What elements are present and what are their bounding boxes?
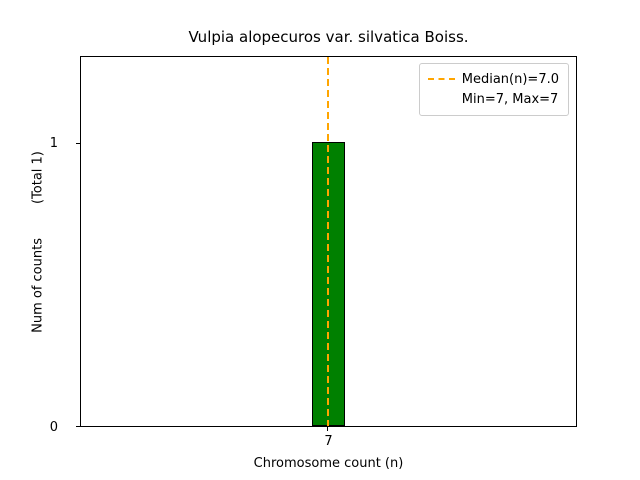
ytick-mark-0: [76, 426, 80, 427]
xtick-mark-7: [327, 427, 328, 431]
ytick-label-1: 1: [49, 136, 58, 151]
x-axis-label: Chromosome count (n): [253, 456, 404, 471]
y-axis-label: Num of counts: [30, 238, 46, 333]
plot-area: Median(n)=7.0 Min=7, Max=7: [80, 56, 577, 427]
chart-title: Vulpia alopecuros var. silvatica Boiss.: [188, 28, 469, 46]
legend-row-median: Median(n)=7.0: [427, 69, 559, 89]
legend: Median(n)=7.0 Min=7, Max=7: [418, 63, 569, 116]
dashed-line-icon: [427, 78, 455, 80]
ytick-label-0: 0: [49, 420, 58, 435]
ytick-mark-1: [76, 143, 80, 144]
legend-label-minmax: Min=7, Max=7: [461, 91, 559, 107]
median-vline: [327, 57, 329, 426]
xtick-label-7: 7: [324, 434, 333, 449]
legend-label-median: Median(n)=7.0: [461, 71, 559, 87]
legend-row-minmax: Min=7, Max=7: [428, 89, 559, 109]
total-count-label: (Total 1): [30, 151, 46, 205]
